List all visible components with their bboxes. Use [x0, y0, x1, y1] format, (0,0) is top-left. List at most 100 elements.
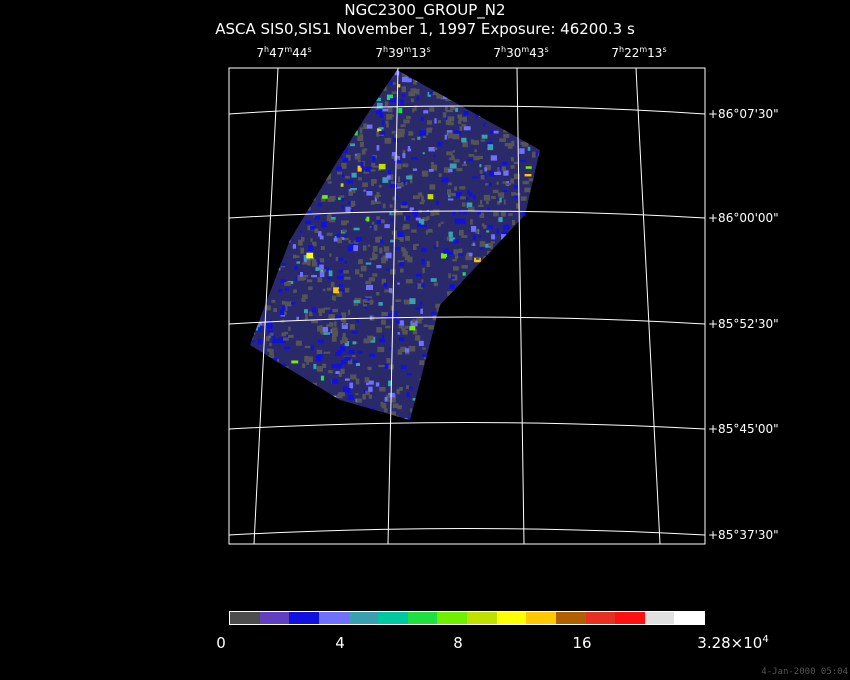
- count-pixel: [332, 378, 339, 384]
- count-pixel: [374, 420, 379, 423]
- count-pixel: [454, 74, 461, 80]
- count-pixel: [278, 288, 283, 293]
- count-pixel: [313, 166, 320, 170]
- count-pixel: [268, 355, 275, 359]
- count-pixel: [523, 74, 528, 81]
- count-pixel: [253, 374, 256, 379]
- count-pixel: [254, 325, 260, 331]
- count-pixel: [261, 262, 268, 266]
- count-pixel: [358, 177, 362, 181]
- count-pixel: [272, 338, 279, 344]
- count-pixel: [431, 311, 436, 316]
- count-pixel: [511, 427, 513, 430]
- count-pixel: [432, 315, 437, 321]
- count-pixel: [332, 399, 338, 402]
- count-pixel: [265, 187, 269, 193]
- count-pixel: [536, 280, 539, 284]
- count-pixel: [331, 416, 338, 420]
- count-pixel: [428, 424, 435, 429]
- count-pixel: [300, 79, 308, 85]
- count-pixel: [400, 99, 405, 106]
- count-pixel: [523, 283, 526, 288]
- count-pixel: [246, 220, 248, 224]
- count-pixel: [402, 329, 408, 335]
- count-pixel: [522, 131, 528, 135]
- count-pixel: [397, 349, 403, 355]
- count-pixel: [391, 130, 396, 134]
- count-pixel: [255, 192, 260, 199]
- count-pixel: [391, 411, 396, 418]
- count-pixel: [480, 175, 485, 180]
- count-pixel: [435, 322, 441, 326]
- count-pixel: [502, 181, 507, 184]
- count-pixel: [355, 269, 360, 275]
- count-pixel: [365, 280, 372, 285]
- count-pixel: [292, 128, 295, 132]
- count-pixel: [361, 149, 366, 155]
- count-pixel: [391, 91, 398, 94]
- count-pixel: [330, 80, 336, 86]
- count-pixel: [455, 409, 462, 413]
- count-pixel: [294, 390, 298, 397]
- count-pixel: [328, 270, 333, 277]
- count-pixel: [482, 425, 486, 431]
- count-pixel: [250, 100, 257, 105]
- count-pixel: [250, 117, 256, 120]
- count-pixel: [250, 243, 254, 249]
- count-pixel: [246, 386, 249, 389]
- count-pixel: [384, 137, 392, 144]
- count-pixel: [309, 257, 315, 260]
- count-pixel: [397, 332, 400, 335]
- count-pixel: [448, 273, 451, 279]
- count-pixel: [460, 421, 464, 426]
- count-pixel: [323, 307, 331, 310]
- ra-gridline-1: [253, 67, 279, 545]
- count-pixel: [505, 183, 512, 186]
- count-pixel: [443, 331, 451, 336]
- count-pixel: [250, 274, 257, 279]
- count-pixel: [360, 141, 364, 148]
- count-pixel: [535, 178, 540, 183]
- count-pixel: [395, 299, 402, 302]
- count-pixel: [250, 180, 255, 184]
- count-pixel: [455, 192, 462, 198]
- count-pixel: [262, 91, 265, 96]
- count-pixel: [460, 354, 467, 360]
- count-pixel: [263, 365, 267, 369]
- count-pixel: [355, 393, 359, 396]
- count-pixel: [263, 271, 267, 278]
- count-pixel: [493, 413, 497, 418]
- count-pixel: [476, 209, 481, 215]
- count-pixel: [508, 428, 514, 433]
- count-pixel: [287, 422, 292, 426]
- count-pixel: [455, 297, 462, 301]
- count-pixel: [505, 399, 509, 405]
- count-pixel: [402, 152, 406, 159]
- count-pixel: [359, 134, 364, 138]
- count-pixel: [329, 309, 332, 315]
- count-pixel: [457, 114, 462, 119]
- count-pixel: [528, 178, 535, 182]
- count-pixel: [447, 291, 453, 296]
- count-pixel: [488, 243, 493, 247]
- count-pixel: [349, 324, 355, 330]
- count-pixel: [254, 355, 258, 362]
- count-pixel: [532, 366, 538, 371]
- count-pixel: [387, 399, 390, 402]
- count-pixel: [402, 163, 409, 168]
- count-pixel: [278, 222, 285, 227]
- count-pixel: [491, 109, 494, 115]
- count-pixel: [299, 85, 302, 90]
- count-pixel: [352, 341, 356, 345]
- count-pixel: [447, 198, 454, 201]
- count-pixel: [441, 339, 447, 343]
- count-pixel: [480, 199, 483, 205]
- count-pixel: [472, 70, 479, 74]
- count-pixel: [267, 138, 271, 144]
- count-pixel: [479, 111, 483, 117]
- count-pixel: [362, 299, 368, 302]
- count-pixel: [461, 235, 468, 238]
- count-pixel: [342, 138, 349, 145]
- count-pixel: [474, 149, 477, 153]
- count-pixel: [252, 180, 257, 185]
